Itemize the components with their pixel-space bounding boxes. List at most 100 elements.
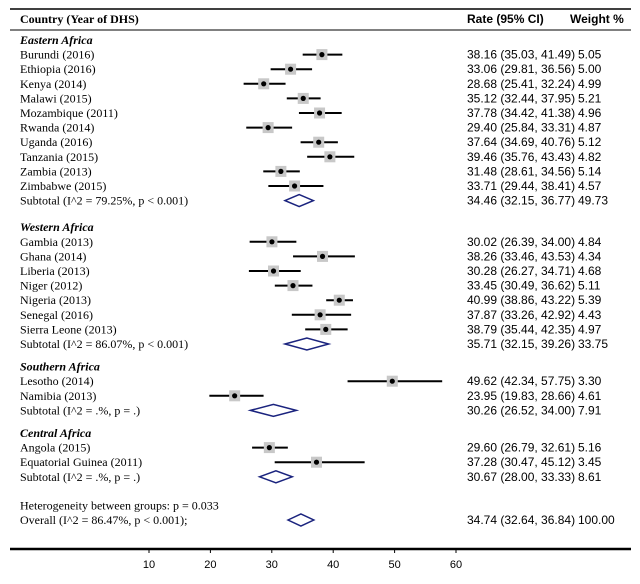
rate-ci-value: 40.99 (38.86, 43.22) <box>467 293 575 307</box>
overall-diamond <box>286 513 316 527</box>
subtotal-diamond <box>283 193 316 208</box>
weight-value: 7.91 <box>578 403 602 417</box>
point-estimate <box>300 95 306 101</box>
group-title: Eastern Africa <box>19 33 93 47</box>
study-label: Niger (2012) <box>20 279 82 293</box>
study-label: Rwanda (2014) <box>20 121 94 135</box>
study-row: Namibia (2013) 23.95 (19.83, 28.66) 4.61 <box>20 389 602 403</box>
study-row: Equatorial Guinea (2011) 37.28 (30.47, 45… <box>20 455 602 469</box>
weight-value: 100.00 <box>578 513 615 527</box>
x-tick-60: 60 <box>450 549 462 571</box>
study-label: Ghana (2014) <box>20 249 86 263</box>
study-row: Ethiopia (2016) 33.06 (29.81, 36.56) 5.00 <box>20 62 602 76</box>
rate-ci-value: 29.60 (26.79, 32.61) <box>467 441 575 455</box>
point-estimate <box>261 81 267 87</box>
weight-value: 4.84 <box>578 235 602 249</box>
subtotal-label: Subtotal (I^2 = .%, p = .) <box>20 470 140 484</box>
study-row: Sierra Leone (2013) 38.79 (35.44, 42.35) 4… <box>20 322 602 336</box>
study-row: Gambia (2013) 30.02 (26.39, 34.00) 4.84 <box>20 235 602 249</box>
study-row: Senegal (2016) 37.87 (33.26, 42.92) 4.43 <box>20 308 602 322</box>
study-row: Uganda (2016) 37.64 (34.69, 40.76) 5.12 <box>20 135 602 149</box>
rate-ci-value: 33.45 (30.49, 36.62) <box>467 279 575 293</box>
group-title: Southern Africa <box>20 360 100 374</box>
rate-ci-value: 38.16 (35.03, 41.49) <box>467 48 575 62</box>
rate-ci-value: 30.28 (26.27, 34.71) <box>467 264 575 278</box>
study-label: Zimbabwe (2015) <box>20 179 106 193</box>
x-tick-label: 50 <box>388 559 400 571</box>
rate-ci-value: 34.74 (32.64, 36.84) <box>467 513 575 527</box>
weight-value: 5.12 <box>578 135 602 149</box>
point-estimate <box>319 253 326 259</box>
point-estimate <box>316 110 323 116</box>
point-estimate <box>316 139 322 145</box>
rate-ci-value: 35.71 (32.15, 39.26) <box>467 337 575 351</box>
study-row: Rwanda (2014) 29.40 (25.84, 33.31) 4.87 <box>20 121 602 135</box>
study-row: Nigeria (2013) 40.99 (38.86, 43.22) 5.39 <box>20 293 602 307</box>
point-estimate <box>290 283 296 289</box>
study-label: Lesotho (2014) <box>20 374 94 388</box>
weight-value: 4.61 <box>578 389 602 403</box>
x-tick-50: 50 <box>388 549 401 571</box>
subtotal-row: Subtotal (I^2 = 86.07%, p < 0.001) 35.71 … <box>20 337 608 351</box>
weight-value: 4.99 <box>578 77 602 91</box>
rate-ci-value: 37.64 (34.69, 40.76) <box>467 135 575 149</box>
overall-row: Overall (I^2 = 86.47%, p < 0.001); 34.74 … <box>20 513 615 527</box>
study-label: Kenya (2014) <box>20 77 86 91</box>
point-estimate <box>323 326 329 332</box>
x-axis-ticks: 10 20 30 40 50 60 <box>143 549 462 571</box>
weight-value: 4.57 <box>578 179 602 193</box>
study-label: Senegal (2016) <box>20 308 93 322</box>
column-header-country: Country (Year of DHS) <box>20 12 139 26</box>
point-estimate <box>319 52 325 58</box>
rate-ci-value: 38.26 (33.46, 43.53) <box>467 249 575 263</box>
rate-ci-value: 35.12 (32.44, 37.95) <box>467 91 575 105</box>
study-label: Uganda (2016) <box>20 135 92 149</box>
group-title: Western Africa <box>20 220 94 234</box>
study-label: Angola (2015) <box>20 441 90 455</box>
subtotal-label: Subtotal (I^2 = .%, p = .) <box>20 403 140 417</box>
rate-ci-value: 29.40 (25.84, 33.31) <box>467 121 575 135</box>
weight-value: 4.96 <box>578 106 602 120</box>
point-estimate <box>270 268 277 274</box>
study-label: Tanzania (2015) <box>20 150 98 164</box>
rate-ci-value: 30.26 (26.52, 34.00) <box>467 403 575 417</box>
subtotal-row: Subtotal (I^2 = .%, p = .) 30.67 (28.00, … <box>20 470 602 484</box>
study-row: Zambia (2013) 31.48 (28.61, 34.56) 5.14 <box>20 164 602 178</box>
point-estimate <box>336 297 342 303</box>
rate-ci-value: 30.02 (26.39, 34.00) <box>467 235 575 249</box>
x-tick-20: 20 <box>204 549 217 571</box>
weight-value: 5.14 <box>578 164 602 178</box>
rate-ci-value: 23.95 (19.83, 28.66) <box>467 389 575 403</box>
weight-value: 4.82 <box>578 150 602 164</box>
weight-value: 4.87 <box>578 121 602 135</box>
subtotal-diamond <box>247 403 300 418</box>
rate-ci-value: 33.71 (29.44, 38.41) <box>467 179 575 193</box>
study-row: Mozambique (2011) 37.78 (34.42, 41.38) 4.9… <box>20 106 602 120</box>
weight-value: 8.61 <box>578 470 602 484</box>
point-estimate <box>265 125 271 131</box>
group-title: Central Africa <box>20 426 91 440</box>
study-row: Kenya (2014) 28.68 (25.41, 32.24) 4.99 <box>20 77 602 91</box>
subtotal-label: Subtotal (I^2 = 86.07%, p < 0.001) <box>20 337 188 351</box>
weight-value: 5.11 <box>578 279 601 293</box>
study-row: Angola (2015) 29.60 (26.79, 32.61) 5.16 <box>20 441 602 455</box>
point-estimate <box>317 312 323 318</box>
study-label: Zambia (2013) <box>20 164 92 178</box>
weight-value: 3.30 <box>578 374 602 388</box>
study-label: Malawi (2015) <box>20 91 92 105</box>
rate-ci-value: 34.46 (32.15, 36.77) <box>467 194 575 208</box>
study-label: Equatorial Guinea (2011) <box>20 455 142 469</box>
weight-value: 4.97 <box>578 322 602 336</box>
study-label: Liberia (2013) <box>20 264 90 278</box>
weight-value: 5.39 <box>578 293 602 307</box>
study-row: Burundi (2016) 38.16 (35.03, 41.49) 5.05 <box>20 48 602 62</box>
point-estimate <box>232 393 238 399</box>
study-label: Namibia (2013) <box>20 389 96 403</box>
x-tick-label: 30 <box>266 559 278 571</box>
point-estimate <box>389 378 395 384</box>
x-tick-label: 60 <box>450 559 462 571</box>
